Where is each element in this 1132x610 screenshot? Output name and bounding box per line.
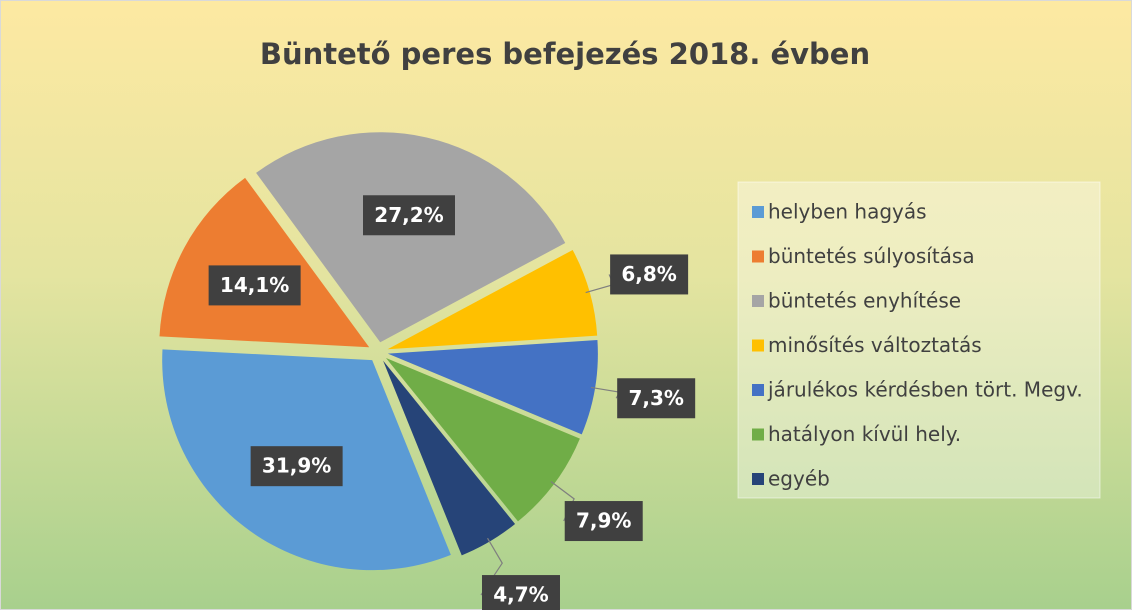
data-label: 7,9% [576,509,631,533]
pie-slice [386,357,580,522]
data-label-box [610,254,689,295]
legend-swatch [752,295,764,307]
data-label: 27,2% [374,203,443,227]
data-label: 7,3% [628,386,683,410]
legend-label: minősítés változtatás [768,333,982,357]
data-label-box [208,265,301,306]
legend-label: egyéb [768,467,830,491]
legend-label: büntetés súlyosítása [768,244,975,268]
data-label: 6,8% [621,262,676,286]
pie-slice [387,249,598,350]
data-label: 31,9% [262,454,331,478]
pie-slice [387,340,598,435]
legend-swatch [752,428,764,441]
legend-box [737,181,1101,499]
legend-swatch [752,250,764,263]
chart-title: Büntető peres befejezés 2018. évben [260,37,870,71]
legend-label: járulékos kérdésben tört. Megv. [767,378,1083,402]
data-label: 4,7% [493,583,548,607]
data-label-box [363,195,456,236]
legend-swatch [752,473,764,485]
pie-slice [256,132,566,343]
data-label-box [481,575,560,610]
legend-swatch [752,206,764,218]
data-label-box [617,378,696,419]
pie-slice [383,360,516,556]
legend-swatch [752,339,764,352]
legend-swatch [752,384,764,396]
legend-label: büntetés enyhítése [768,289,961,313]
data-label-box [250,446,343,487]
legend-label: hatályon kívül hely. [768,422,961,446]
data-label-box [564,501,643,542]
data-label: 14,1% [220,273,289,297]
legend-label: helyben hagyás [768,200,927,224]
